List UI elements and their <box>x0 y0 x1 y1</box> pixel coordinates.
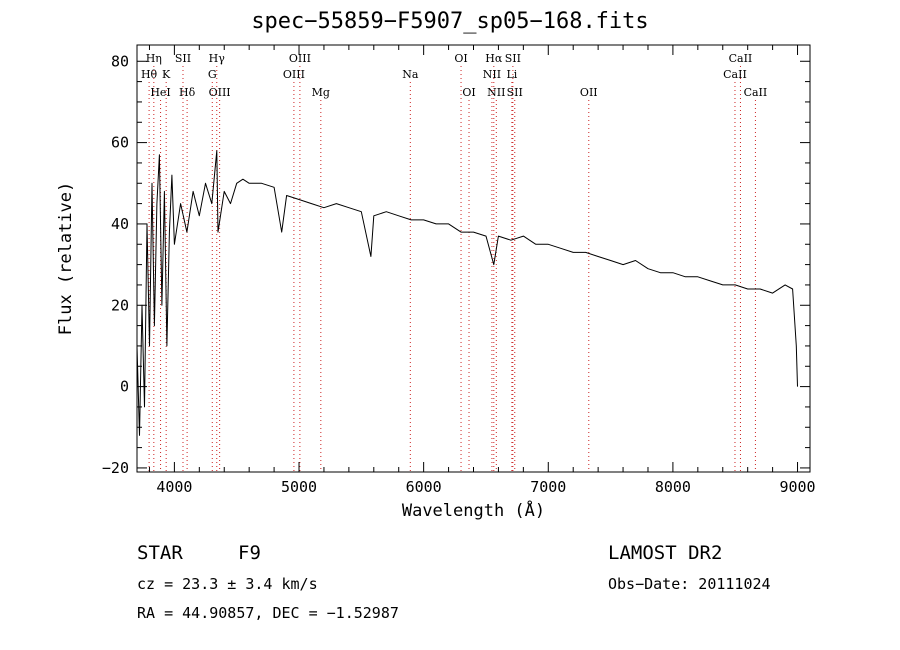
x-tick-label: 5000 <box>281 478 317 496</box>
line-label: Hθ <box>141 68 158 81</box>
x-tick-label: 6000 <box>406 478 442 496</box>
line-label: OI <box>462 86 475 99</box>
line-label: Hδ <box>179 86 196 99</box>
object-subclass: F9 <box>238 542 261 564</box>
coordinates: RA = 44.90857, DEC = −1.52987 <box>137 604 399 622</box>
y-tick-label: 0 <box>120 378 129 396</box>
spectrum-line <box>136 150 798 436</box>
line-label: SII <box>175 52 191 65</box>
line-label: SII <box>505 52 521 65</box>
x-axis-label: Wavelength (Å) <box>402 499 545 521</box>
line-label: SII <box>507 86 523 99</box>
line-label: OII <box>580 86 598 99</box>
x-tick-label: 4000 <box>156 478 192 496</box>
line-label: Na <box>402 68 419 81</box>
object-class: STAR <box>137 542 183 564</box>
line-label: OIII <box>283 68 305 81</box>
y-tick-label: −20 <box>102 459 129 477</box>
line-label: CaII <box>729 52 753 65</box>
line-label: Hη <box>146 52 162 65</box>
x-tick-label: 7000 <box>530 478 566 496</box>
x-tick-label: 8000 <box>655 478 691 496</box>
line-label: OIII <box>209 86 231 99</box>
axes: 4000 5000 6000 7000 8000 9000 −20 0 20 40 60 80 <box>102 45 816 496</box>
x-tick-label: 9000 <box>779 478 815 496</box>
line-label: Li <box>506 68 517 81</box>
line-label: CaII <box>723 68 747 81</box>
line-label: Hα <box>485 52 503 65</box>
line-label: OIII <box>289 52 311 65</box>
line-label: Hγ <box>209 52 226 65</box>
observation-date: Obs−Date: 20111024 <box>608 575 771 593</box>
line-label: Mg <box>312 86 330 99</box>
y-tick-label: 80 <box>111 52 129 70</box>
redshift-value: cz = 23.3 ± 3.4 km/s <box>137 575 318 593</box>
plot-frame <box>136 44 811 473</box>
line-label: G <box>208 68 217 81</box>
chart-title: spec−55859−F5907_sp05−168.fits <box>251 9 649 34</box>
y-tick-label: 60 <box>111 134 129 152</box>
y-tick-label: 20 <box>111 296 129 314</box>
y-axis-label: Flux (relative) <box>56 182 76 336</box>
line-label: K <box>162 68 171 81</box>
line-label: CaII <box>744 86 768 99</box>
line-label: OI <box>454 52 467 65</box>
line-label: NII <box>487 86 505 99</box>
line-label: HeI <box>150 86 170 99</box>
survey-name: LAMOST DR2 <box>608 542 723 564</box>
y-tick-label: 40 <box>111 215 129 233</box>
line-label: NII <box>483 68 501 81</box>
